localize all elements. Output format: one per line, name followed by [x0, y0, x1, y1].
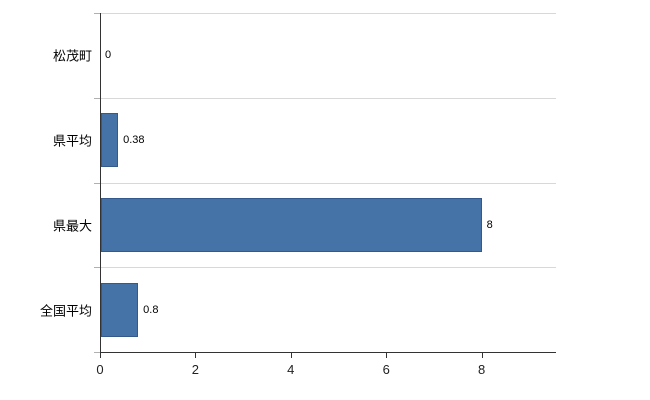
- bar-value-label: 0.8: [143, 303, 159, 316]
- x-axis-tick: [481, 352, 483, 358]
- bar[interactable]: [101, 197, 482, 252]
- y-axis-line: [100, 13, 101, 352]
- x-tick-label: 6: [382, 362, 390, 377]
- category-label: 全国平均: [39, 303, 92, 319]
- x-tick-label: 8: [477, 362, 486, 377]
- x-tick-label: 0: [96, 362, 104, 377]
- category-label: 県最大: [52, 218, 92, 234]
- bar-value-label: 0: [105, 49, 112, 62]
- category-axis-tick: [94, 182, 100, 184]
- x-tick-label: 4: [287, 362, 295, 377]
- category-axis-tick: [94, 97, 100, 99]
- category-axis-tick: [94, 13, 100, 14]
- category-axis-tick: [94, 352, 100, 353]
- x-axis-tick: [195, 352, 197, 358]
- category-label: 松茂町: [52, 48, 92, 64]
- gridline: [100, 97, 556, 99]
- category-label: 県平均: [52, 133, 92, 149]
- gridline: [100, 182, 556, 184]
- category-axis-tick: [94, 267, 100, 269]
- x-axis-tick: [386, 352, 388, 358]
- bar-value-label: 8: [486, 218, 493, 231]
- x-axis-line: [100, 352, 556, 353]
- gridline: [100, 267, 556, 269]
- bar-value-label: 0.38: [123, 134, 145, 147]
- x-axis-tick: [290, 352, 292, 358]
- gridline: [100, 13, 556, 14]
- bar[interactable]: [101, 113, 118, 168]
- x-axis-tick: [100, 352, 101, 358]
- bar[interactable]: [101, 282, 138, 337]
- x-tick-label: 2: [191, 362, 200, 377]
